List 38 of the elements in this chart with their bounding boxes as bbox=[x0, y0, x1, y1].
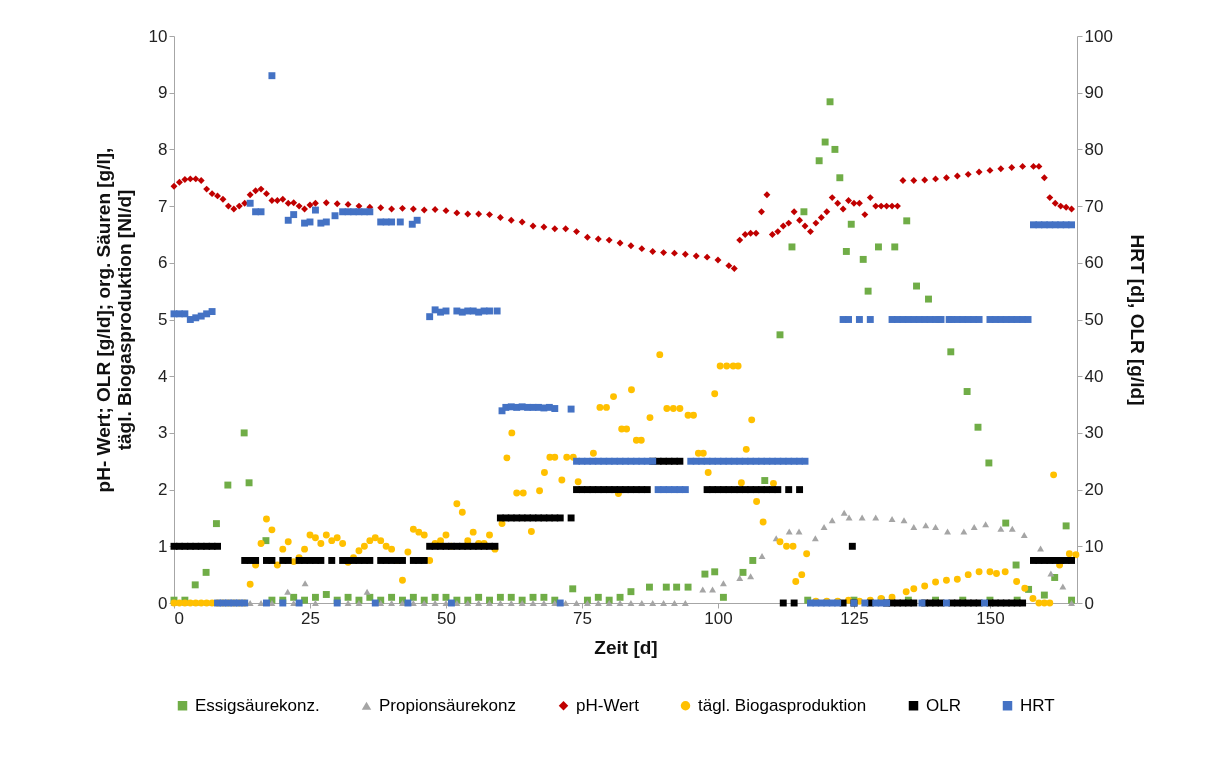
legend-label: pH-Wert bbox=[576, 695, 640, 715]
y2-tick-label: 30 bbox=[1084, 423, 1104, 443]
y-tick-label: 9 bbox=[158, 83, 168, 103]
y-tick-label: 1 bbox=[158, 536, 168, 556]
y2-tick-label: 100 bbox=[1084, 26, 1113, 46]
y-tick-label: 2 bbox=[158, 480, 168, 500]
legend-label: Propionsäurekonz bbox=[379, 695, 517, 715]
y2-tick-label: 10 bbox=[1084, 536, 1104, 556]
x-tick-label: 125 bbox=[840, 608, 869, 628]
y-tick-label: 6 bbox=[158, 253, 168, 273]
y-tick-label: 0 bbox=[158, 593, 168, 613]
y2-tick-label: 20 bbox=[1084, 480, 1104, 500]
y2-tick-label: 0 bbox=[1084, 593, 1094, 613]
legend-label: HRT bbox=[1020, 695, 1055, 715]
legend-label: tägl. Biogasproduktion bbox=[698, 695, 867, 715]
y-tick-label: 10 bbox=[148, 26, 168, 46]
y-axis-title: pH- Wert; OLR [g/ld]; org. Säuren [g/l], tägl. Biogasproduktion [Nl/d] bbox=[92, 147, 135, 493]
legend-label: Essigsäurekonz. bbox=[195, 695, 320, 715]
y2-tick-label: 70 bbox=[1084, 196, 1104, 216]
y-tick-label: 3 bbox=[158, 423, 168, 443]
y2-tick-label: 90 bbox=[1084, 83, 1104, 103]
x-tick-label: 0 bbox=[174, 608, 184, 628]
legend-label: OLR bbox=[926, 695, 961, 715]
y2-tick-label: 40 bbox=[1084, 366, 1104, 386]
y2-axis-title: HRT [d], OLR [g/ld] bbox=[1126, 234, 1148, 406]
y-tick-label: 4 bbox=[158, 366, 168, 386]
x-tick-label: 75 bbox=[573, 608, 592, 628]
y-tick-label: 8 bbox=[158, 139, 168, 159]
x-tick-label: 150 bbox=[976, 608, 1005, 628]
y2-tick-label: 60 bbox=[1084, 253, 1104, 273]
x-axis-title: Zeit [d] bbox=[594, 636, 658, 658]
x-tick-label: 100 bbox=[704, 608, 733, 628]
y-tick-label: 7 bbox=[158, 196, 168, 216]
y2-tick-label: 50 bbox=[1084, 310, 1104, 329]
y-tick-label: 5 bbox=[158, 310, 168, 329]
x-tick-label: 25 bbox=[301, 608, 320, 628]
x-tick-label: 50 bbox=[437, 608, 456, 628]
y2-tick-label: 80 bbox=[1084, 139, 1104, 159]
